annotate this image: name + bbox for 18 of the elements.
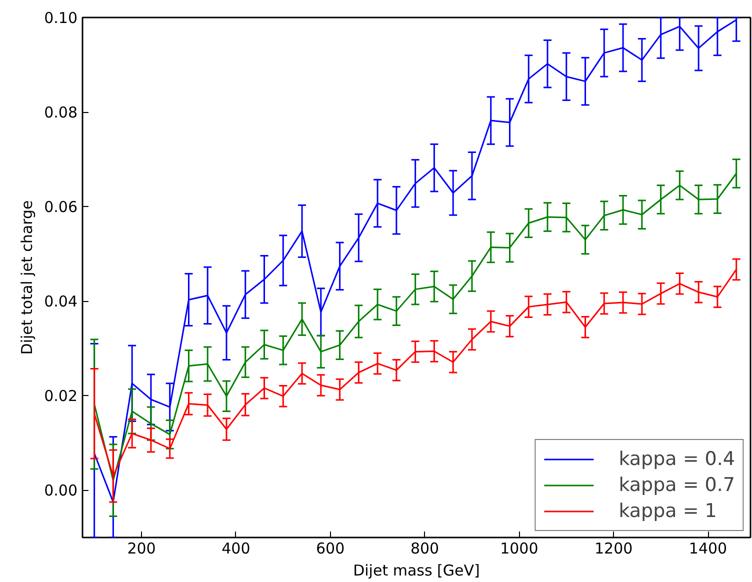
- legend-label: kappa = 0.7: [618, 474, 735, 496]
- y-tick-label: 0.08: [44, 104, 78, 122]
- x-axis-title: Dijet mass [GeV]: [353, 562, 480, 580]
- x-tick-label: 1000: [500, 540, 538, 558]
- y-tick-label: 0.06: [44, 198, 78, 216]
- legend-label: kappa = 0.4: [618, 448, 735, 470]
- x-tick-label: 200: [127, 540, 156, 558]
- x-tick-label: 400: [222, 540, 250, 558]
- y-tick-label: 0.00: [44, 482, 78, 500]
- x-tick-label: 800: [410, 540, 440, 558]
- legend-label: kappa = 1: [618, 500, 717, 522]
- x-tick-label: 600: [316, 540, 345, 558]
- y-tick-label: 0.04: [44, 292, 78, 311]
- y-axis-title: Dijet total jet charge: [18, 200, 36, 355]
- x-tick-label: 1200: [594, 540, 633, 558]
- x-tick-label: 1400: [688, 540, 728, 558]
- y-tick-label: 0.10: [44, 9, 78, 27]
- y-tick-label: 0.02: [44, 387, 78, 406]
